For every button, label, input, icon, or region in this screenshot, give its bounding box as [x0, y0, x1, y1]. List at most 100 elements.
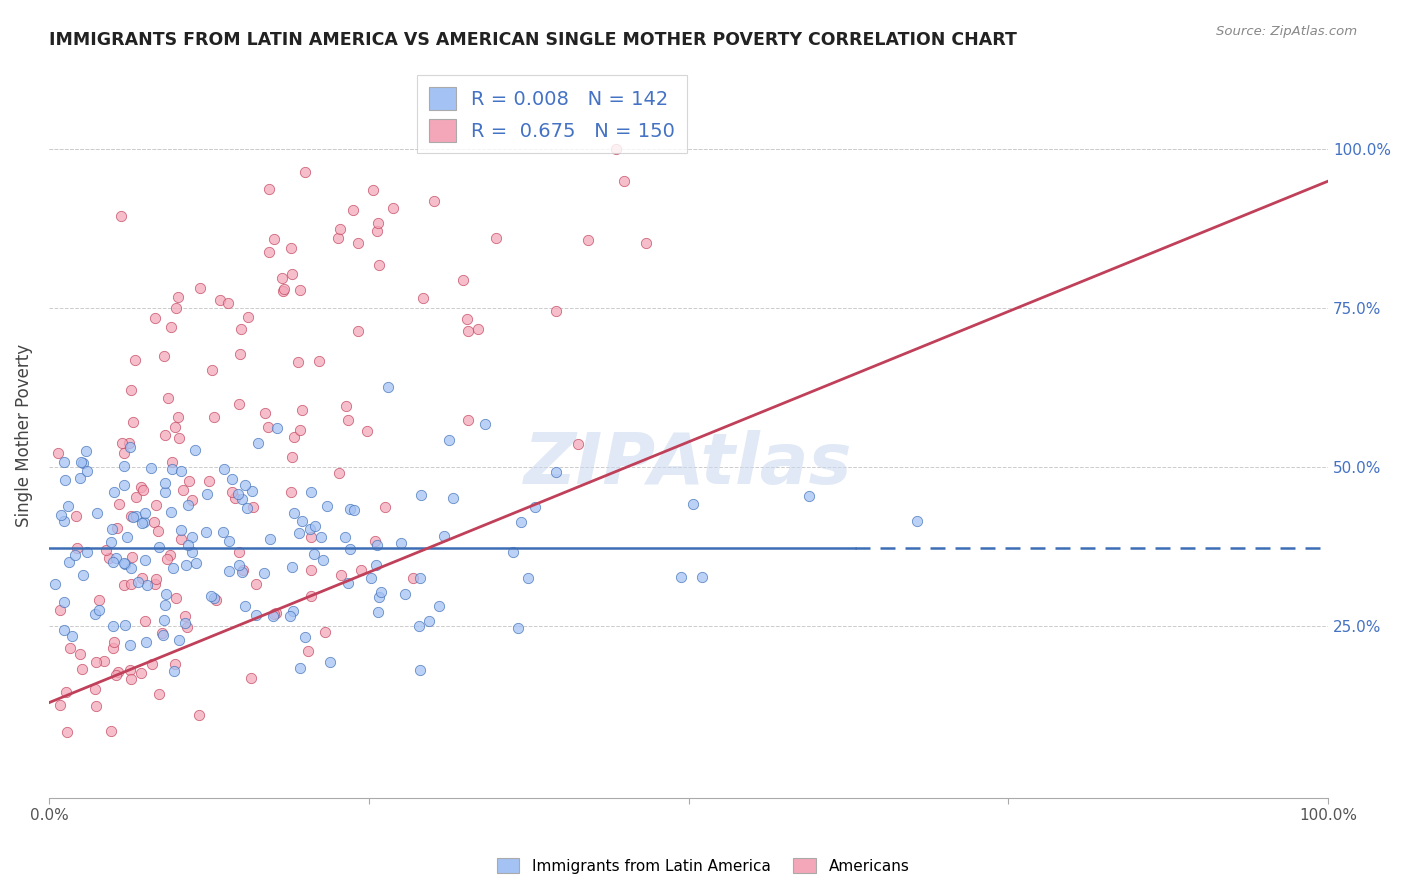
Point — [319, 655, 342, 669]
Point — [49, 698, 72, 712]
Point — [287, 525, 309, 540]
Point — [87, 603, 110, 617]
Point — [218, 564, 240, 578]
Point — [69, 647, 91, 661]
Point — [53, 455, 76, 469]
Point — [367, 606, 389, 620]
Point — [221, 484, 243, 499]
Point — [394, 587, 416, 601]
Point — [66, 541, 89, 555]
Point — [205, 593, 228, 607]
Point — [120, 577, 142, 591]
Point — [163, 657, 186, 672]
Point — [97, 551, 120, 566]
Point — [228, 397, 250, 411]
Point — [221, 472, 243, 486]
Point — [453, 273, 475, 287]
Point — [155, 587, 177, 601]
Point — [55, 724, 77, 739]
Point — [100, 534, 122, 549]
Point — [257, 244, 280, 259]
Point — [120, 663, 142, 677]
Point — [111, 436, 134, 450]
Point — [297, 644, 319, 658]
Point — [53, 595, 76, 609]
Point — [367, 216, 389, 230]
Point — [360, 571, 382, 585]
Point — [118, 440, 141, 454]
Point — [233, 599, 256, 614]
Point — [457, 325, 479, 339]
Point — [157, 391, 180, 405]
Point — [283, 507, 305, 521]
Point — [65, 508, 87, 523]
Point — [262, 609, 284, 624]
Point — [46, 446, 69, 460]
Point — [53, 623, 76, 637]
Point — [75, 444, 97, 458]
Point — [280, 485, 302, 500]
Point — [271, 271, 294, 285]
Text: IMMIGRANTS FROM LATIN AMERICA VS AMERICAN SINGLE MOTHER POVERTY CORRELATION CHAR: IMMIGRANTS FROM LATIN AMERICA VS AMERICA… — [49, 31, 1017, 49]
Point — [311, 531, 333, 545]
Point — [155, 598, 177, 612]
Point — [217, 296, 239, 310]
Point — [427, 599, 450, 613]
Point — [443, 491, 465, 505]
Point — [188, 281, 211, 295]
Point — [544, 465, 567, 479]
Point — [159, 505, 181, 519]
Point — [101, 555, 124, 569]
Point — [364, 533, 387, 548]
Point — [169, 632, 191, 647]
Point — [120, 508, 142, 523]
Point — [181, 492, 204, 507]
Point — [129, 480, 152, 494]
Point — [288, 283, 311, 297]
Point — [231, 492, 253, 507]
Point — [342, 202, 364, 217]
Point — [263, 232, 285, 246]
Point — [105, 668, 128, 682]
Point — [167, 410, 190, 425]
Point — [139, 461, 162, 475]
Point — [84, 655, 107, 669]
Point — [523, 500, 546, 515]
Point — [170, 532, 193, 546]
Point — [330, 568, 353, 582]
Point — [166, 290, 188, 304]
Point — [148, 540, 170, 554]
Point — [316, 499, 339, 513]
Point — [120, 561, 142, 575]
Point — [125, 508, 148, 523]
Point — [53, 473, 76, 487]
Point — [153, 484, 176, 499]
Point — [240, 483, 263, 498]
Point — [287, 355, 309, 369]
Point — [257, 182, 280, 196]
Point — [312, 553, 335, 567]
Point — [361, 183, 384, 197]
Point — [93, 654, 115, 668]
Point — [294, 631, 316, 645]
Point — [304, 519, 326, 533]
Point — [153, 476, 176, 491]
Point — [605, 142, 627, 156]
Point — [263, 607, 285, 622]
Point — [329, 222, 352, 236]
Point — [131, 572, 153, 586]
Point — [298, 522, 321, 536]
Point — [218, 534, 240, 549]
Point — [76, 545, 98, 559]
Point — [153, 349, 176, 363]
Legend: Immigrants from Latin America, Americans: Immigrants from Latin America, Americans — [491, 852, 915, 880]
Point — [165, 419, 187, 434]
Point — [118, 435, 141, 450]
Point — [103, 640, 125, 655]
Point — [208, 293, 231, 307]
Point — [231, 322, 253, 336]
Point — [247, 436, 270, 450]
Point — [63, 549, 86, 563]
Point — [105, 550, 128, 565]
Point — [544, 304, 567, 318]
